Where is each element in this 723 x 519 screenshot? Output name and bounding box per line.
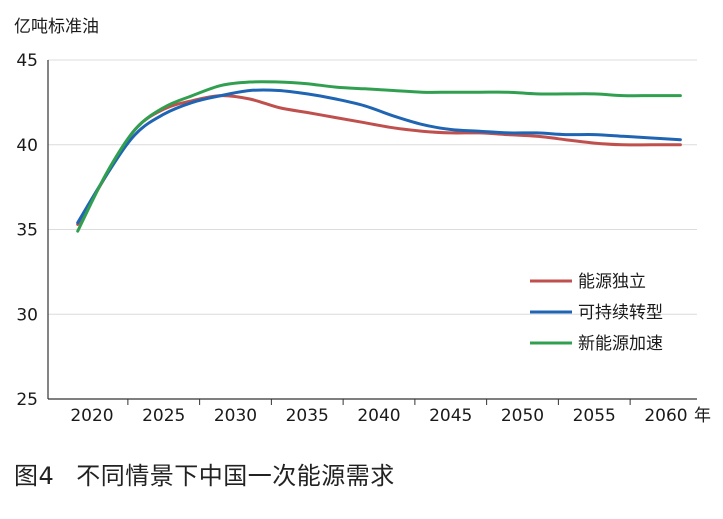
- legend-label-2: 可持续转型: [578, 303, 663, 323]
- series-line-2: [76, 88, 682, 225]
- y-tick-label-35: 35: [16, 221, 38, 241]
- series-line-3: [76, 80, 682, 233]
- x-tick-label-2050: 2050: [501, 406, 544, 426]
- y-tick-label-40: 40: [16, 136, 38, 156]
- y-axis-title: 亿吨标准油: [14, 17, 99, 37]
- y-tick-labels: 25 30 35 40 45: [16, 51, 38, 410]
- x-tick-label-2045: 2045: [429, 406, 472, 426]
- x-tick-label-2025: 2025: [142, 406, 185, 426]
- y-tick-label-30: 30: [16, 305, 38, 325]
- figure-caption: 图4 不同情景下中国一次能源需求: [14, 456, 395, 491]
- x-unit-label: 年: [694, 406, 711, 426]
- legend-label-3: 新能源加速: [578, 334, 663, 354]
- figure-title: 不同情景下中国一次能源需求: [76, 462, 395, 490]
- figure-number: 图4: [14, 462, 55, 490]
- x-tick-label-2030: 2030: [214, 406, 257, 426]
- y-tick-label-25: 25: [16, 390, 38, 410]
- x-tick-labels: 2020 2025 2030 2035 2040 2045 2050 2055 2060 年: [70, 406, 711, 426]
- legend-label-1: 能源独立: [578, 272, 646, 292]
- gridlines: [48, 59, 697, 315]
- y-tick-label-45: 45: [16, 51, 38, 71]
- axes: [47, 60, 697, 405]
- x-tick-label-2020: 2020: [70, 406, 113, 426]
- series-lines: [76, 80, 682, 233]
- x-tick-label-2035: 2035: [286, 406, 329, 426]
- x-tick-label-2055: 2055: [573, 406, 616, 426]
- series-line-1: [76, 94, 682, 226]
- x-tick-label-2060: 2060: [644, 406, 687, 426]
- x-tick-label-2040: 2040: [357, 406, 400, 426]
